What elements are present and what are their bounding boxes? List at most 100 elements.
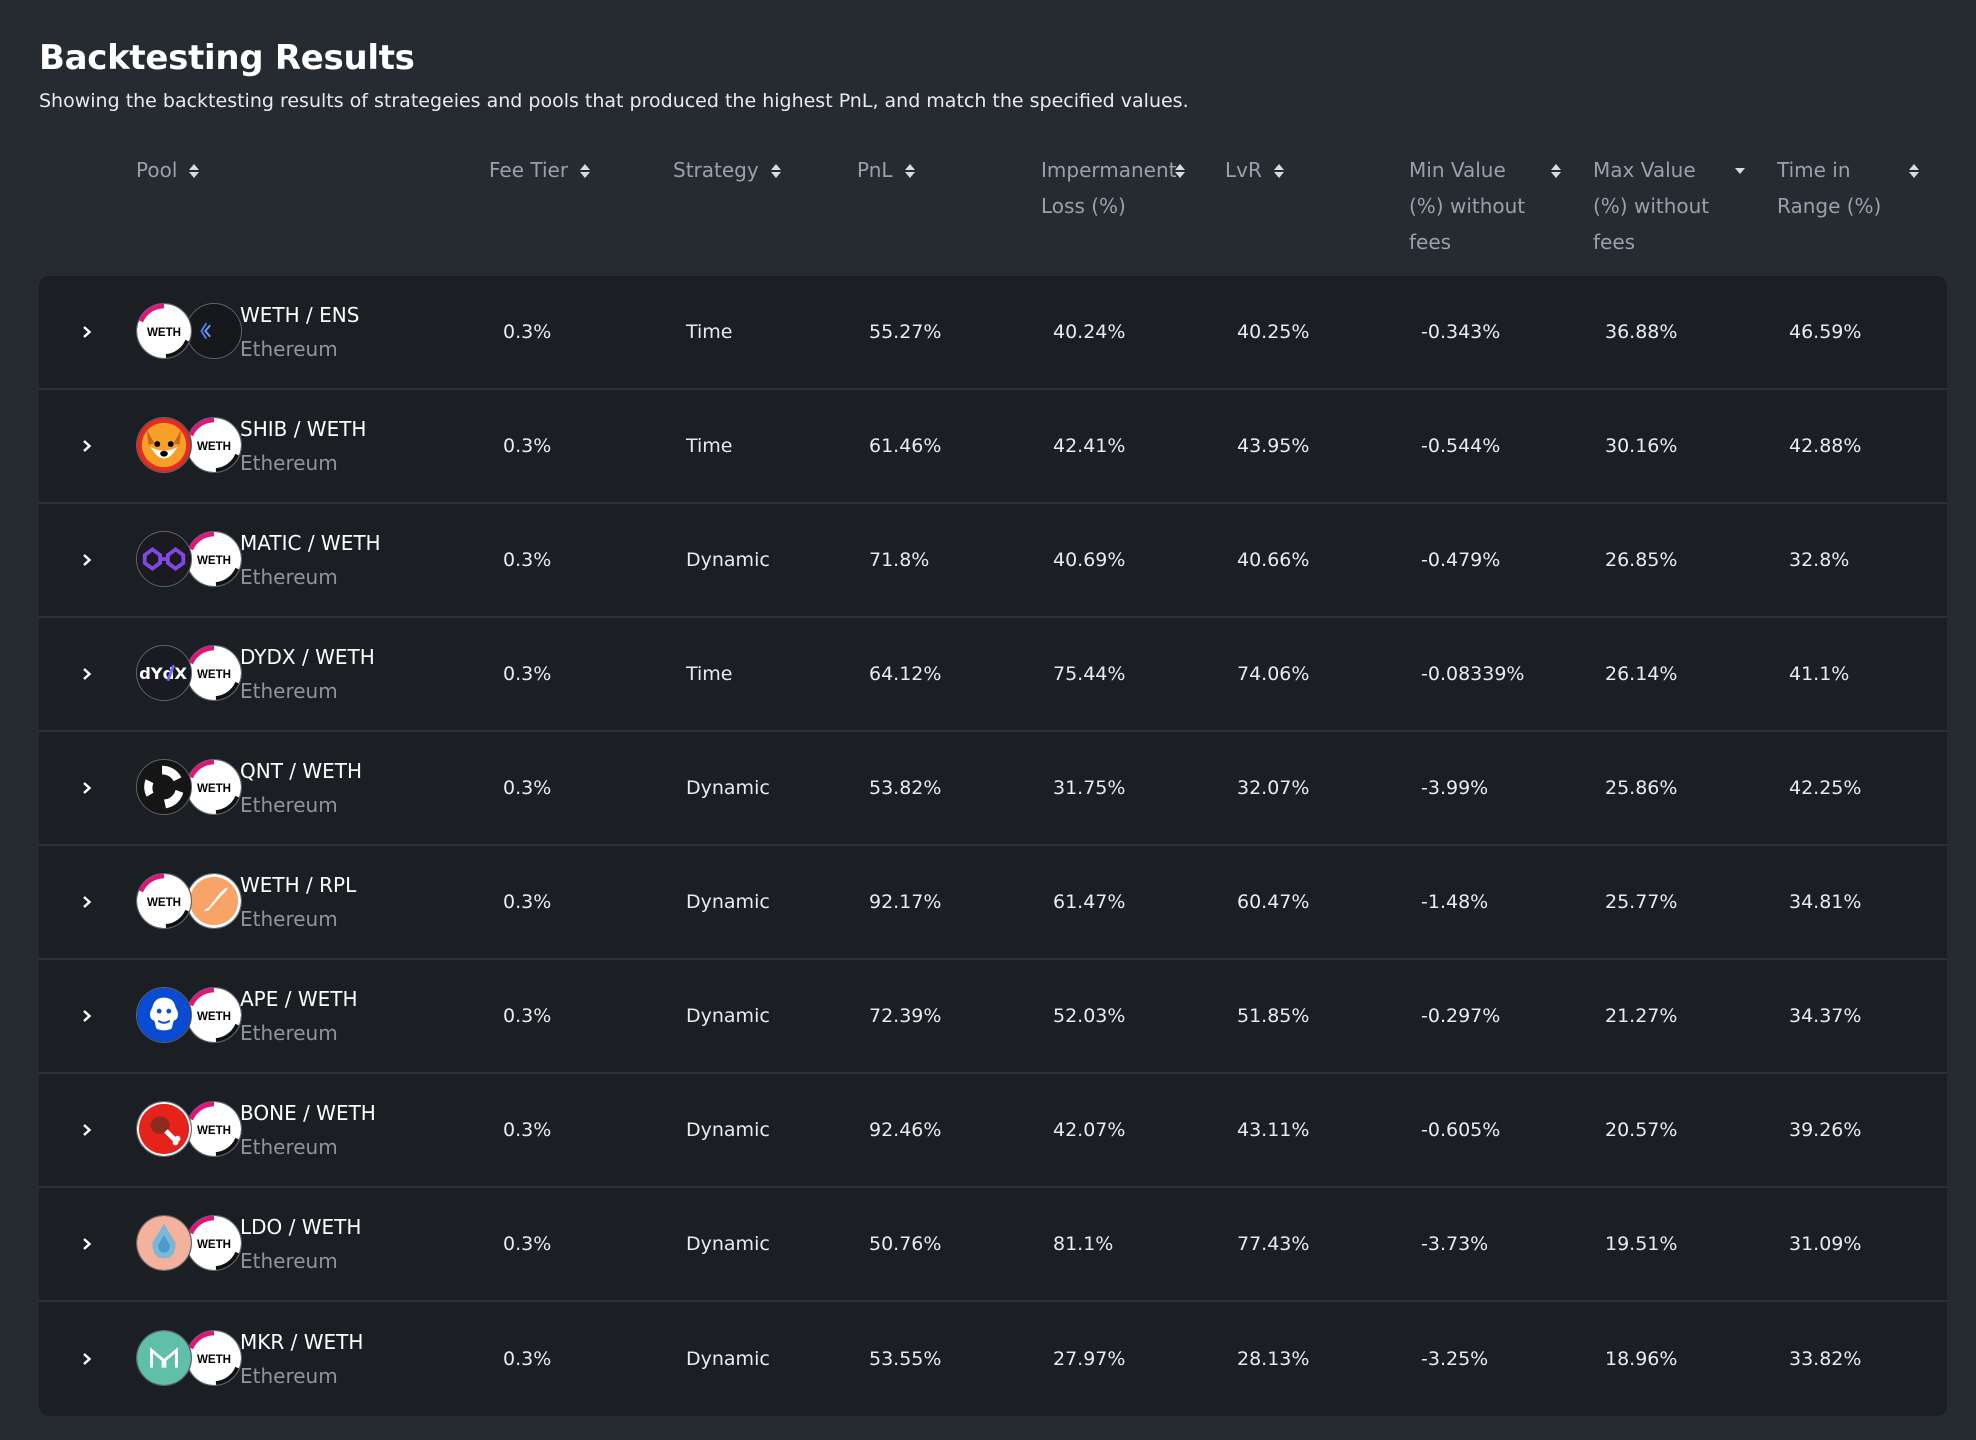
matic-icon bbox=[136, 531, 192, 587]
pool-cell[interactable]: WETH MATIC / WETH Ethereum bbox=[136, 526, 489, 594]
expand-row-chevron-icon[interactable] bbox=[39, 553, 136, 567]
min-value-cell: -3.73% bbox=[1421, 1233, 1489, 1255]
expand-row-chevron-icon[interactable] bbox=[39, 781, 136, 795]
column-header-label: Impermanent Loss (%) bbox=[1041, 158, 1177, 218]
svg-text:WETH: WETH bbox=[147, 897, 181, 909]
expand-row-chevron-icon[interactable] bbox=[39, 1123, 136, 1137]
weth-icon: WETH bbox=[186, 1101, 242, 1157]
table-row[interactable]: WETH MKR / WETH Ethereum 0.3% Dynamic 53.55% 2… bbox=[39, 1302, 1947, 1416]
lvr-cell: 32.07% bbox=[1237, 777, 1310, 799]
table-row[interactable]: WETH MATIC / WETH Ethereum 0.3% Dynamic 71.8%… bbox=[39, 504, 1947, 618]
fee-tier-cell: 0.3% bbox=[503, 891, 552, 913]
pool-chain: Ethereum bbox=[240, 1364, 338, 1388]
pool-name: MATIC / WETH Ethereum bbox=[240, 526, 381, 594]
svg-text:WETH: WETH bbox=[197, 1011, 231, 1023]
token-pair-icons: WETH bbox=[136, 1330, 244, 1388]
expand-row-chevron-icon[interactable] bbox=[39, 1352, 136, 1366]
sort-icon[interactable] bbox=[580, 164, 591, 178]
max-value-cell: 26.14% bbox=[1605, 663, 1678, 685]
pnl-cell: 61.46% bbox=[869, 435, 942, 457]
pool-chain: Ethereum bbox=[240, 1249, 338, 1273]
min-value-cell: -0.343% bbox=[1421, 321, 1501, 343]
lvr-cell: 40.66% bbox=[1237, 549, 1310, 571]
lvr-cell: 60.47% bbox=[1237, 891, 1310, 913]
pool-name: QNT / WETH Ethereum bbox=[240, 754, 362, 822]
token-pair-icons: WETH bbox=[136, 759, 244, 817]
expand-row-chevron-icon[interactable] bbox=[39, 1009, 136, 1023]
ldo-icon bbox=[136, 1215, 192, 1271]
pool-pair: SHIB / WETH bbox=[240, 417, 367, 441]
table-row[interactable]: WETH LDO / WETH Ethereum 0.3% Dynamic 50.76% 8… bbox=[39, 1188, 1947, 1302]
pool-cell[interactable]: WETH LDO / WETH Ethereum bbox=[136, 1210, 489, 1278]
expand-row-chevron-icon[interactable] bbox=[39, 667, 136, 681]
table-row[interactable]: WETH WETH / ENS Ethereum 0.3% Time 55.27% 40.2… bbox=[39, 276, 1947, 390]
time-in-range-cell: 41.1% bbox=[1789, 663, 1850, 685]
column-header-lvr[interactable]: LvR bbox=[1225, 138, 1409, 270]
column-header-pnl[interactable]: PnL bbox=[857, 138, 1041, 270]
expand-row-chevron-icon[interactable] bbox=[39, 325, 136, 339]
expand-row-chevron-icon[interactable] bbox=[39, 895, 136, 909]
sort-icon[interactable] bbox=[904, 164, 915, 178]
sort-icon[interactable] bbox=[189, 164, 200, 178]
column-header-max-value[interactable]: Max Value (%) without fees bbox=[1593, 138, 1777, 270]
pool-cell[interactable]: WETH BONE / WETH Ethereum bbox=[136, 1096, 489, 1164]
expand-row-chevron-icon[interactable] bbox=[39, 439, 136, 453]
pool-cell[interactable]: dYdX WETH DYDX / WETH Ethereum bbox=[136, 640, 489, 708]
table-row[interactable]: WETH SHIB / WETH Ethereum 0.3% Time 61.46% 42.… bbox=[39, 390, 1947, 504]
column-header-time-in-range[interactable]: Time in Range (%) bbox=[1777, 138, 1967, 270]
column-header-pool[interactable]: Pool bbox=[136, 138, 489, 270]
pnl-cell: 64.12% bbox=[869, 663, 942, 685]
weth-icon: WETH bbox=[186, 645, 242, 701]
max-value-cell: 25.86% bbox=[1605, 777, 1678, 799]
table-row[interactable]: dYdX WETH DYDX / WETH Ethereum 0.3% Time 64.12… bbox=[39, 618, 1947, 732]
pool-chain: Ethereum bbox=[240, 793, 338, 817]
table-row[interactable]: WETH QNT / WETH Ethereum 0.3% Dynamic 53.82% 3… bbox=[39, 732, 1947, 846]
pool-pair: WETH / ENS bbox=[240, 303, 360, 327]
pnl-cell: 72.39% bbox=[869, 1005, 942, 1027]
min-value-cell: -0.479% bbox=[1421, 549, 1501, 571]
pnl-cell: 50.76% bbox=[869, 1233, 942, 1255]
svg-text:WETH: WETH bbox=[197, 555, 231, 567]
strategy-cell: Time bbox=[686, 663, 733, 685]
table-row[interactable]: WETH BONE / WETH Ethereum 0.3% Dynamic 92.46%… bbox=[39, 1074, 1947, 1188]
pool-cell[interactable]: WETH SHIB / WETH Ethereum bbox=[136, 412, 489, 480]
sort-icon[interactable] bbox=[1909, 164, 1919, 178]
fee-tier-cell: 0.3% bbox=[503, 435, 552, 457]
pool-cell[interactable]: WETH APE / WETH Ethereum bbox=[136, 982, 489, 1050]
time-in-range-cell: 32.8% bbox=[1789, 549, 1850, 571]
sort-icon[interactable] bbox=[1273, 164, 1284, 178]
pnl-cell: 92.17% bbox=[869, 891, 942, 913]
max-value-cell: 20.57% bbox=[1605, 1119, 1678, 1141]
pool-cell[interactable]: WETH MKR / WETH Ethereum bbox=[136, 1325, 489, 1393]
pool-name: BONE / WETH Ethereum bbox=[240, 1096, 376, 1164]
pool-chain: Ethereum bbox=[240, 565, 338, 589]
sort-descending-icon[interactable] bbox=[1735, 164, 1745, 178]
weth-icon: WETH bbox=[186, 531, 242, 587]
sort-icon[interactable] bbox=[1551, 164, 1561, 178]
dydx-icon: dYdX bbox=[136, 645, 192, 701]
sort-icon[interactable] bbox=[770, 164, 781, 178]
lvr-cell: 28.13% bbox=[1237, 1348, 1310, 1370]
column-header-strategy[interactable]: Strategy bbox=[673, 138, 857, 270]
bone-icon bbox=[136, 1101, 192, 1157]
column-header-impermanent-loss[interactable]: Impermanent Loss (%) bbox=[1041, 138, 1225, 270]
time-in-range-cell: 46.59% bbox=[1789, 321, 1862, 343]
max-value-cell: 21.27% bbox=[1605, 1005, 1678, 1027]
pool-cell[interactable]: WETH WETH / ENS Ethereum bbox=[136, 298, 489, 366]
strategy-cell: Dynamic bbox=[686, 1348, 770, 1370]
impermanent-loss-cell: 42.07% bbox=[1053, 1119, 1126, 1141]
sort-icon[interactable] bbox=[1175, 164, 1185, 178]
column-header-min-value[interactable]: Min Value (%) without fees bbox=[1409, 138, 1593, 270]
pool-chain: Ethereum bbox=[240, 907, 338, 931]
pool-pair: DYDX / WETH bbox=[240, 645, 375, 669]
pool-cell[interactable]: WETH WETH / RPL Ethereum bbox=[136, 868, 489, 936]
table-row[interactable]: WETH WETH / RPL Ethereum 0.3% Dynamic 92.17% 6… bbox=[39, 846, 1947, 960]
fee-tier-cell: 0.3% bbox=[503, 1005, 552, 1027]
column-header-fee-tier[interactable]: Fee Tier bbox=[489, 138, 673, 270]
pool-cell[interactable]: WETH QNT / WETH Ethereum bbox=[136, 754, 489, 822]
table-row[interactable]: WETH APE / WETH Ethereum 0.3% Dynamic 72.39% 5… bbox=[39, 960, 1947, 1074]
column-header-label: Strategy bbox=[673, 158, 759, 182]
expand-row-chevron-icon[interactable] bbox=[39, 1237, 136, 1251]
svg-text:WETH: WETH bbox=[197, 669, 231, 681]
